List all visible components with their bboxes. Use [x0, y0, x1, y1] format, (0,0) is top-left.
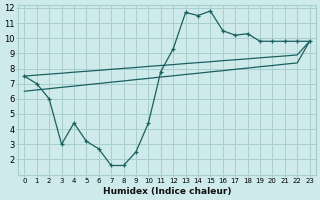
- X-axis label: Humidex (Indice chaleur): Humidex (Indice chaleur): [103, 187, 231, 196]
